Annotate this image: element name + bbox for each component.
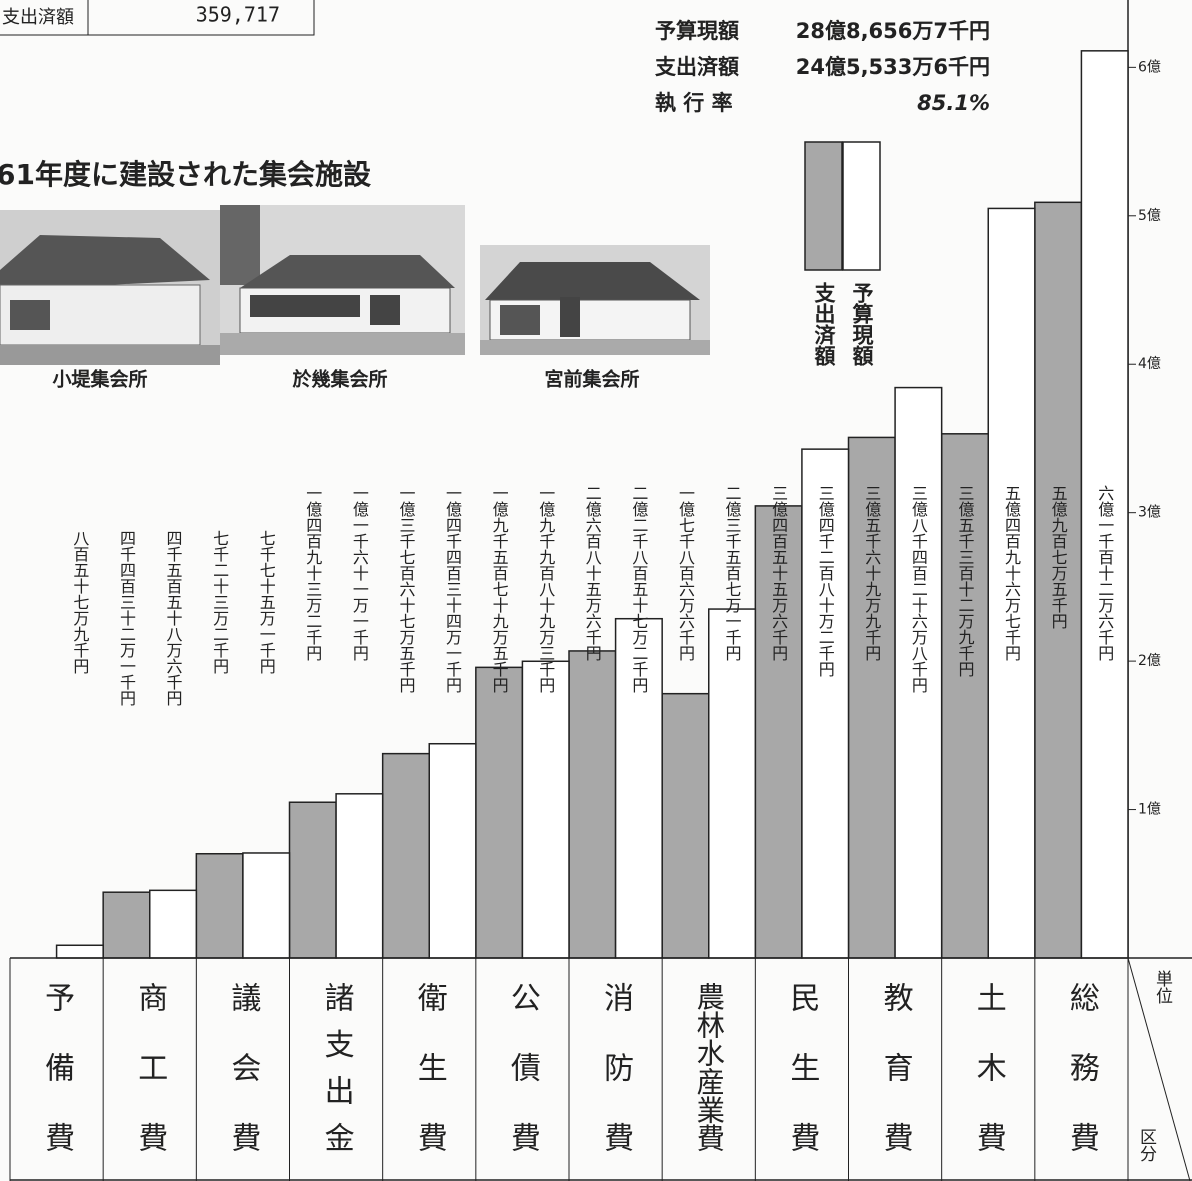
x-tick-label: 農林水産業費 <box>692 982 725 1152</box>
x-tick-label: 諸支出金 <box>319 982 355 1169</box>
value-label: 一億四百九十三万二千円 <box>303 485 322 662</box>
bar <box>381 752 430 959</box>
value-label: 五億四百九十六万七千円 <box>1002 485 1021 662</box>
value-label: 一億九千五百七十九万五千円 <box>490 485 509 694</box>
summary-label: 支出済額 <box>655 55 739 79</box>
legend-swatch <box>804 141 843 271</box>
table-diagonal <box>1127 957 1191 1181</box>
value-label: 一億七千八百六万六千円 <box>676 485 695 662</box>
x-tick-label: 公債費 <box>505 982 541 1181</box>
value-label: 三億四百五十五万六千円 <box>769 485 788 662</box>
bar <box>661 692 710 959</box>
bar <box>987 207 1036 959</box>
value-label: 三億五千六十九万九千円 <box>862 485 881 662</box>
value-label: 七千七十五万一千円 <box>257 530 276 675</box>
y-tick-label: 1億 <box>1138 802 1161 818</box>
bar <box>754 505 803 959</box>
bar <box>708 608 757 959</box>
summary-value: 85.1% <box>917 91 990 115</box>
value-label: 三億五千三百十二万九千円 <box>955 485 974 678</box>
fragment-table <box>0 0 315 36</box>
category-header: 区分 <box>1136 1128 1157 1162</box>
bar <box>195 852 244 959</box>
legend-label: 予算現額 <box>850 282 875 367</box>
value-label: 六億一千百十二万六千円 <box>1095 485 1114 662</box>
y-tick-label: 6億 <box>1138 59 1161 75</box>
value-label: 三億四千二百八十万二千円 <box>816 485 835 678</box>
value-label: 一億三千七百六十七万五千円 <box>396 485 415 694</box>
x-tick-label: 議会費 <box>225 982 260 1181</box>
x-tick-label: 予備費 <box>39 982 75 1181</box>
x-tick-label: 民生費 <box>784 982 819 1181</box>
bar <box>1080 50 1129 959</box>
bar <box>55 944 104 959</box>
fragment-value: 359,717 <box>196 3 280 27</box>
value-label: 一億九千九百八十九万三千円 <box>536 485 555 694</box>
value-label: 二億三千五百七万一千円 <box>723 485 742 662</box>
bar <box>242 852 291 959</box>
photo <box>220 205 465 355</box>
value-label: 一億一千六十一万一千円 <box>350 485 369 662</box>
summary-label: 執 行 率 <box>655 91 733 115</box>
value-label: 二億二千八百五十七万二千円 <box>629 485 648 694</box>
photo <box>480 245 710 355</box>
value-label: 四千五百五十八万六千円 <box>164 530 183 707</box>
legend-label: 支出済額 <box>812 282 837 367</box>
bar <box>940 433 990 959</box>
value-label: 三億八千四百二十六万八千円 <box>909 485 928 694</box>
summary-value: 28億8,656万7千円 <box>796 19 990 43</box>
y-tick-label: 2億 <box>1138 653 1161 669</box>
value-label: 四千四百三十二万一千円 <box>117 530 136 707</box>
y-tick-label: 3億 <box>1138 505 1161 521</box>
x-tick-label: 商工費 <box>132 982 167 1181</box>
value-label: 一億四千四百三十四万一千円 <box>443 485 462 694</box>
x-tick-label: 土木費 <box>971 982 1007 1181</box>
value-label: 七千二十三万二千円 <box>210 530 229 675</box>
section-title: 61年度に建設された集会施設 <box>0 158 372 191</box>
photo-caption: 宮前集会所 <box>544 368 639 391</box>
bar <box>801 448 850 959</box>
x-tick-label: 衛生費 <box>412 982 448 1181</box>
photo <box>0 210 220 365</box>
legend-swatch <box>842 141 881 271</box>
bar <box>288 801 337 959</box>
photo-caption: 小堤集会所 <box>52 368 147 391</box>
bar <box>568 650 617 959</box>
value-label: 八百五十七万九千円 <box>70 530 89 675</box>
x-tick-label: 総務費 <box>1064 982 1099 1181</box>
y-tick-label: 4億 <box>1138 356 1161 372</box>
value-label: 二億六百八十五万六千円 <box>583 485 602 662</box>
summary-label: 予算現額 <box>655 19 739 43</box>
fragment-label: 支出済額 <box>2 7 74 28</box>
bar <box>149 889 198 959</box>
bar <box>521 660 570 959</box>
x-tick-label: 教育費 <box>878 982 914 1181</box>
bar <box>847 436 896 959</box>
unit-header: 単位 <box>1152 970 1173 1004</box>
photo-caption: 於幾集会所 <box>292 368 387 391</box>
bar <box>335 793 384 959</box>
x-tick-label: 消防費 <box>598 982 633 1181</box>
value-label: 五億九百七万五千円 <box>1049 485 1068 630</box>
summary-value: 24億5,533万6千円 <box>796 55 990 79</box>
bar <box>428 742 477 959</box>
bar <box>614 617 663 959</box>
bar <box>102 891 151 959</box>
bar <box>475 666 524 959</box>
y-tick-label: 5億 <box>1138 208 1161 224</box>
